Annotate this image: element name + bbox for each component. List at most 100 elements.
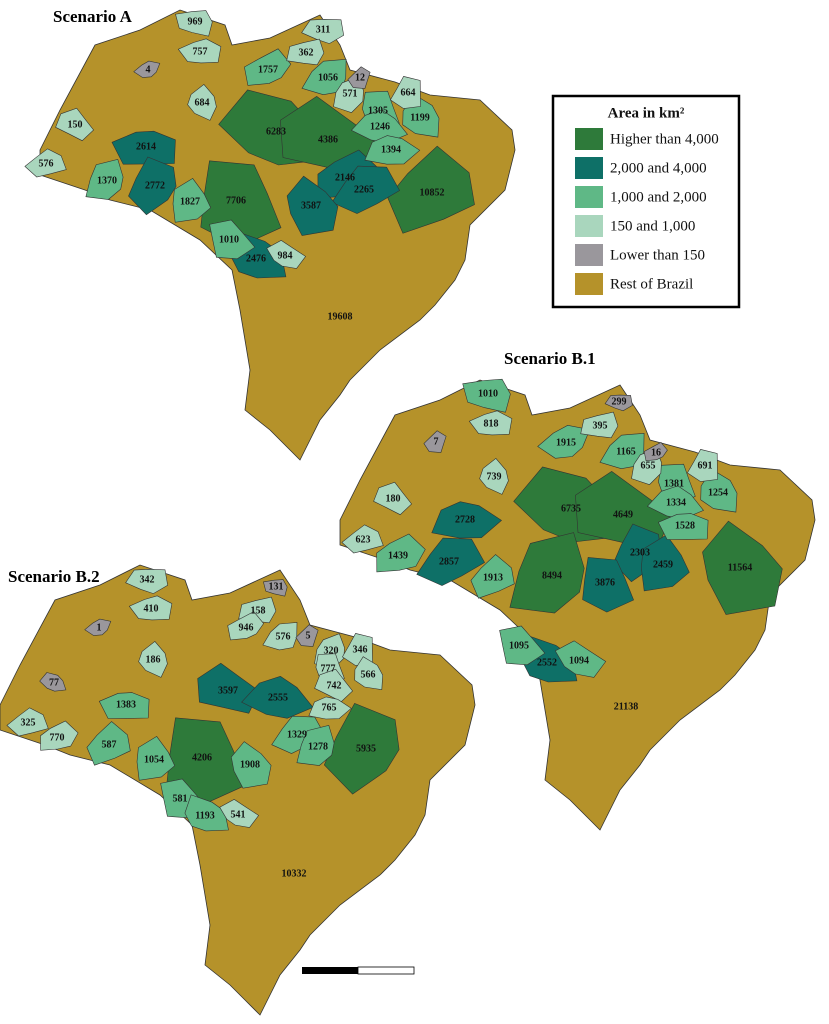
map-title: Scenario B.1 (504, 349, 596, 368)
region-label: 4 (146, 64, 151, 75)
region-label: 2303 (630, 547, 650, 558)
region-label: 2552 (537, 657, 557, 668)
region (227, 611, 264, 641)
region-label: 1278 (308, 741, 328, 752)
region-label: 131 (269, 581, 284, 592)
region (177, 38, 222, 64)
region-label: 21138 (614, 701, 638, 712)
region-label: 765 (322, 702, 337, 713)
region-label: 576 (276, 631, 291, 642)
region-label: 410 (144, 603, 159, 614)
region-label: 2476 (246, 253, 266, 264)
legend-items: Higher than 4,000 2,000 and 4,000 1,000 an… (575, 128, 719, 295)
region-label: 2459 (653, 559, 673, 570)
region (286, 38, 325, 66)
region (86, 721, 131, 766)
region (499, 625, 546, 666)
region (640, 534, 690, 592)
region (230, 741, 272, 789)
map-title: Scenario B.2 (8, 567, 100, 586)
region (387, 145, 475, 234)
region (263, 579, 288, 597)
region-label: 320 (324, 645, 339, 656)
region (286, 175, 339, 236)
region-label: 2265 (354, 184, 374, 195)
region (98, 692, 150, 719)
region-label: 158 (251, 605, 266, 616)
region (462, 378, 511, 413)
region-label: 342 (140, 574, 155, 585)
region-label: 984 (278, 250, 293, 261)
region-label: 1381 (664, 478, 684, 489)
region (6, 707, 49, 737)
region (580, 411, 619, 439)
region (111, 130, 176, 165)
scale-black (302, 967, 358, 974)
region (138, 640, 168, 678)
region-label: 4649 (613, 509, 633, 520)
legend-swatch (575, 128, 603, 150)
region (323, 703, 400, 795)
region-label: 311 (316, 24, 330, 35)
region-label: 2555 (268, 692, 288, 703)
region-label: 1908 (240, 759, 260, 770)
region (184, 794, 229, 832)
legend-label: Higher than 4,000 (610, 131, 719, 147)
region-label: 1305 (368, 105, 388, 116)
region (702, 520, 783, 615)
region-label: 1254 (708, 487, 728, 498)
region-label: 1199 (410, 112, 429, 123)
region-label: 1757 (258, 64, 278, 75)
region-label: 757 (193, 46, 208, 57)
region-label: 1394 (381, 144, 401, 155)
region-label: 346 (353, 644, 368, 655)
region-label: 770 (50, 732, 65, 743)
region (209, 219, 256, 260)
region-label: 8494 (542, 570, 562, 581)
region-label: 1528 (675, 520, 695, 531)
region-label: 1913 (483, 572, 503, 583)
region (136, 736, 176, 781)
region-label: 2857 (439, 556, 459, 567)
region-label: 1010 (219, 234, 239, 245)
region-label: 325 (21, 717, 36, 728)
region-label: 655 (641, 460, 656, 471)
region-label: 1054 (144, 754, 164, 765)
region (262, 622, 298, 651)
region-label: 6735 (561, 503, 581, 514)
region-label: 1165 (616, 446, 635, 457)
legend-label: Lower than 150 (610, 247, 705, 263)
region-label: 3876 (595, 577, 615, 588)
region (244, 48, 292, 86)
region (604, 394, 633, 412)
region (657, 513, 709, 540)
region-label: 1 (97, 622, 102, 633)
region-label: 691 (698, 460, 713, 471)
region (389, 76, 421, 109)
region (643, 442, 668, 462)
region (266, 240, 307, 269)
region (341, 524, 384, 554)
map: 1010 299 818 395 1915 16 1165 7 655 691 739 1381 125… (339, 349, 816, 831)
region-label: 1439 (388, 550, 408, 561)
region-label: 664 (401, 87, 416, 98)
region-label: 2614 (136, 141, 156, 152)
legend-title: Area in km² (608, 105, 685, 121)
region-label: 3587 (301, 200, 321, 211)
region-label: 1094 (569, 655, 589, 666)
region-label: 1056 (318, 72, 338, 83)
region (187, 83, 217, 121)
region-label: 4206 (192, 752, 212, 763)
region (468, 410, 513, 436)
region-label: 946 (239, 622, 254, 633)
legend-label: 150 and 1,000 (610, 218, 695, 234)
region-label: 1383 (116, 699, 136, 710)
region-label: 16 (651, 447, 661, 458)
legend-swatch (575, 186, 603, 208)
region (431, 501, 502, 539)
region-label: 576 (39, 158, 54, 169)
region (308, 696, 352, 720)
region (376, 533, 426, 573)
region-label: 2146 (335, 172, 355, 183)
region (133, 60, 161, 78)
